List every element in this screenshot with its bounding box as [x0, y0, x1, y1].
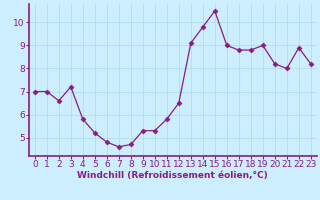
X-axis label: Windchill (Refroidissement éolien,°C): Windchill (Refroidissement éolien,°C) [77, 171, 268, 180]
